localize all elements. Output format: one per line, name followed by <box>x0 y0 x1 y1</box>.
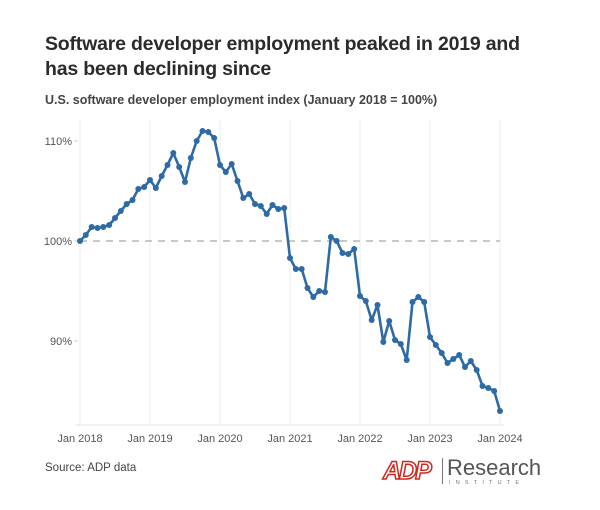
data-point <box>234 178 241 184</box>
data-point <box>129 197 136 203</box>
data-point <box>187 155 194 161</box>
data-point <box>374 302 381 308</box>
data-point <box>357 293 363 299</box>
data-point <box>421 299 428 305</box>
line-chart: 90%100%110% Jan 2018 Jan 2019 Jan 2020 Jan … <box>44 120 523 445</box>
logo-brand: ADP <box>382 456 432 486</box>
data-point <box>386 318 393 324</box>
data-point <box>304 285 311 291</box>
data-point <box>222 169 229 175</box>
data-point <box>287 255 293 261</box>
data-point <box>345 251 352 257</box>
data-point <box>362 298 369 304</box>
data-point <box>415 294 422 300</box>
data-point <box>322 289 328 295</box>
data-point <box>112 215 118 221</box>
logo-name: Research <box>447 455 542 480</box>
x-tick-label: Jan 2021 <box>267 433 312 445</box>
source-note: Source: ADP data <box>45 462 137 474</box>
data-point <box>427 334 433 340</box>
data-point <box>205 129 212 135</box>
data-point <box>479 383 486 389</box>
data-point <box>164 162 171 168</box>
data-point <box>403 357 410 363</box>
data-point <box>316 288 323 294</box>
gridlines <box>79 120 501 425</box>
data-point <box>141 184 148 190</box>
y-tick-label: 110% <box>45 136 73 148</box>
series-points <box>77 128 503 414</box>
chart-title: Software developer employment peaked in … <box>45 33 520 80</box>
y-tick-label: 90% <box>50 336 72 348</box>
data-point <box>135 186 142 192</box>
data-point <box>152 185 159 191</box>
x-axis-ticks: Jan 2018 Jan 2019 Jan 2020 Jan 2021 Jan 2022… <box>57 433 522 445</box>
data-point <box>88 224 95 230</box>
data-point <box>123 201 130 207</box>
data-point <box>444 360 451 366</box>
data-point <box>117 208 124 214</box>
data-point <box>339 250 346 256</box>
data-point <box>257 203 264 209</box>
data-point <box>77 238 83 244</box>
x-tick-label: Jan 2023 <box>407 433 452 445</box>
data-point <box>217 162 223 168</box>
data-point <box>485 385 492 391</box>
data-point <box>409 299 416 305</box>
data-point <box>182 179 188 185</box>
data-point <box>147 177 153 183</box>
data-point <box>269 202 276 208</box>
data-point <box>491 388 498 394</box>
data-point <box>170 150 177 156</box>
data-point <box>211 135 218 141</box>
data-point <box>310 294 317 300</box>
data-point <box>380 339 387 345</box>
data-point <box>397 341 404 347</box>
data-point <box>275 206 282 212</box>
x-tick-label: Jan 2019 <box>127 433 172 445</box>
data-point <box>199 128 206 134</box>
chart-subtitle: U.S. software developer employment index… <box>45 93 438 107</box>
x-tick-label: Jan 2020 <box>197 433 242 445</box>
logo-divider <box>442 458 443 484</box>
data-point <box>368 317 375 323</box>
data-point <box>158 173 165 179</box>
data-point <box>351 246 358 252</box>
data-point <box>292 266 299 272</box>
data-point <box>228 161 235 167</box>
data-point <box>263 211 270 217</box>
y-axis-ticks: 90% 100% 110% <box>44 136 78 348</box>
data-point <box>462 364 468 370</box>
data-point <box>100 224 107 230</box>
data-point <box>432 342 439 348</box>
data-point <box>456 352 463 358</box>
y-tick-label: 100% <box>44 236 72 248</box>
data-point <box>473 367 480 373</box>
data-point <box>450 356 457 362</box>
x-tick-label: Jan 2024 <box>477 433 522 445</box>
data-point <box>298 266 305 272</box>
data-point <box>82 232 89 238</box>
x-tick-label: Jan 2018 <box>57 433 102 445</box>
logo-tagline: INSTITUTE <box>449 480 525 486</box>
data-point <box>176 164 183 170</box>
data-point <box>438 350 445 356</box>
data-point <box>106 222 113 228</box>
x-tick-label: Jan 2022 <box>337 433 382 445</box>
data-point <box>240 195 247 201</box>
data-point <box>327 234 334 240</box>
data-point <box>333 238 340 244</box>
data-point <box>246 191 253 197</box>
data-point <box>467 358 474 364</box>
data-point <box>281 205 288 211</box>
data-point <box>193 138 200 144</box>
data-point <box>497 408 503 414</box>
adp-research-institute-logo: ADP Research INSTITUTE <box>382 455 541 488</box>
data-point <box>392 337 398 343</box>
data-point <box>94 225 101 231</box>
data-point <box>252 201 258 207</box>
